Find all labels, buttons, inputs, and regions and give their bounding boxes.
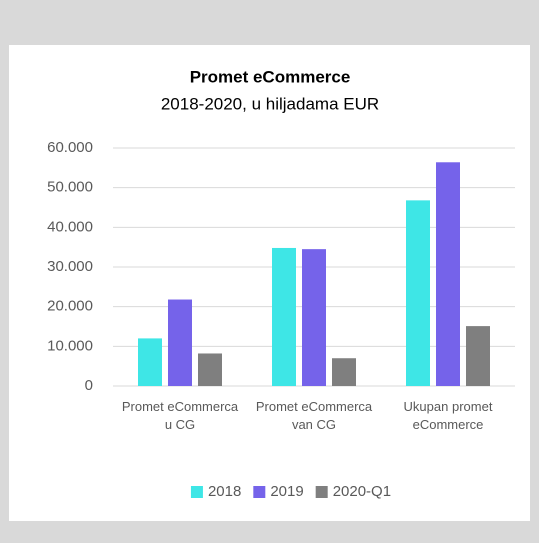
legend-swatch	[253, 486, 266, 498]
legend-swatch	[190, 486, 203, 498]
x-tick-label: Ukupan promet eCommerce	[404, 399, 493, 432]
x-tick-label: Promet eCommerca u CG	[122, 399, 239, 432]
y-tick-label: 40.000	[47, 218, 93, 235]
x-tick-label: Promet eCommerca van CG	[256, 399, 373, 432]
legend-label: 2020-Q1	[333, 483, 391, 500]
legend-label: 2019	[270, 483, 303, 500]
y-tick-label: 50.000	[47, 179, 93, 196]
bar	[466, 326, 490, 386]
bar	[436, 162, 460, 386]
bar	[302, 249, 326, 386]
bar	[138, 338, 162, 386]
y-tick-label: 10.000	[47, 337, 93, 354]
bar	[168, 299, 192, 386]
legend-swatch	[315, 486, 328, 498]
bar	[332, 358, 356, 386]
chart-subtitle: 2018-2020, u hiljadama EUR	[161, 94, 379, 113]
bar	[272, 247, 296, 386]
y-tick-label: 0	[85, 377, 93, 394]
legend-label: 2018	[208, 483, 241, 500]
y-tick-label: 20.000	[47, 298, 93, 315]
bar	[406, 200, 430, 386]
y-tick-label: 30.000	[47, 258, 93, 275]
chart-title: Promet eCommerce	[190, 67, 351, 86]
bar	[198, 353, 222, 386]
y-tick-label: 60.000	[47, 139, 93, 156]
